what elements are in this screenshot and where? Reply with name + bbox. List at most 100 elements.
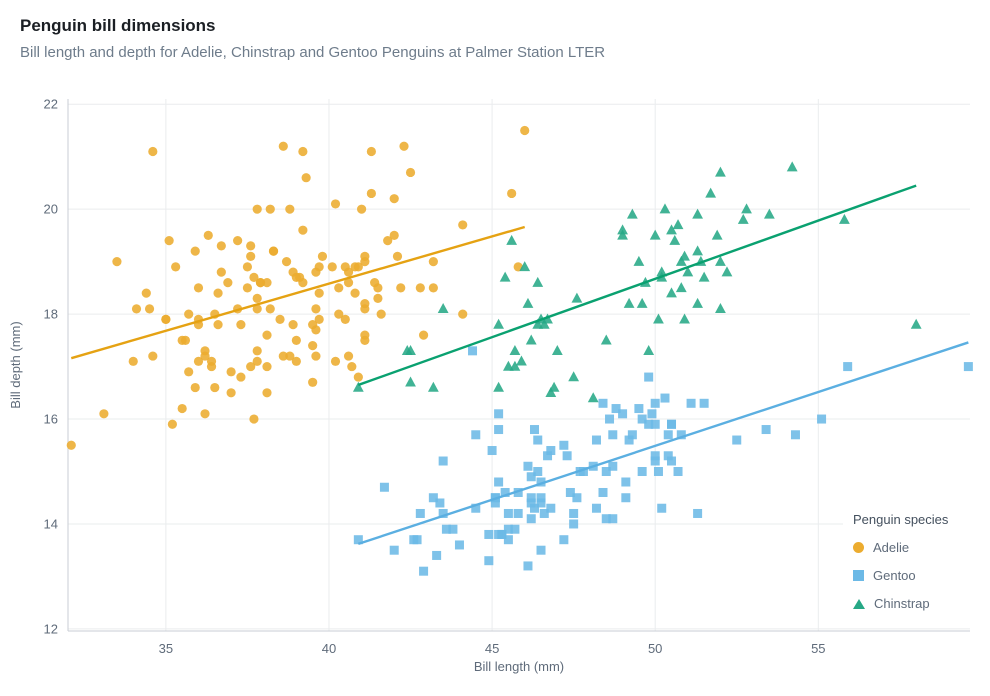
trendline-adelie[interactable]	[70, 225, 526, 360]
data-point-chinstrap[interactable]	[532, 276, 544, 287]
data-point-gentoo[interactable]	[503, 535, 513, 545]
data-point-gentoo[interactable]	[667, 419, 677, 429]
data-point-adelie[interactable]	[366, 188, 376, 199]
data-point-gentoo[interactable]	[686, 398, 696, 408]
data-point-gentoo[interactable]	[601, 514, 611, 524]
data-point-chinstrap[interactable]	[532, 318, 544, 329]
data-point-chinstrap[interactable]	[763, 208, 775, 219]
data-point-adelie[interactable]	[343, 267, 354, 277]
trendline-chinstrap[interactable]	[357, 184, 917, 387]
data-point-adelie[interactable]	[180, 335, 191, 345]
data-point-adelie[interactable]	[265, 204, 275, 214]
data-point-adelie[interactable]	[278, 141, 288, 151]
data-point-gentoo[interactable]	[526, 493, 536, 503]
data-point-chinstrap[interactable]	[721, 266, 733, 277]
data-point-adelie[interactable]	[236, 372, 246, 382]
data-point-adelie[interactable]	[353, 372, 363, 382]
data-point-adelie[interactable]	[246, 251, 256, 261]
trendline-gentoo[interactable]	[357, 341, 969, 546]
data-point-gentoo[interactable]	[650, 451, 660, 461]
data-point-adelie[interactable]	[350, 288, 360, 298]
data-point-adelie[interactable]	[376, 309, 386, 319]
data-point-gentoo[interactable]	[653, 467, 663, 477]
data-point-gentoo[interactable]	[660, 393, 670, 403]
data-point-adelie[interactable]	[308, 340, 318, 351]
data-point-chinstrap[interactable]	[551, 345, 563, 356]
data-point-adelie[interactable]	[360, 251, 370, 261]
data-point-gentoo[interactable]	[657, 503, 667, 513]
data-point-chinstrap[interactable]	[711, 229, 723, 240]
data-point-adelie[interactable]	[242, 262, 253, 272]
data-point-adelie[interactable]	[262, 278, 272, 288]
data-point-chinstrap[interactable]	[405, 376, 416, 387]
data-point-adelie[interactable]	[298, 146, 308, 157]
data-point-chinstrap[interactable]	[617, 229, 628, 240]
data-point-gentoo[interactable]	[732, 435, 742, 445]
data-point-gentoo[interactable]	[438, 508, 448, 518]
data-point-gentoo[interactable]	[611, 404, 621, 414]
data-point-gentoo[interactable]	[790, 430, 800, 440]
data-point-gentoo[interactable]	[415, 508, 425, 518]
data-point-gentoo[interactable]	[529, 425, 539, 435]
data-point-chinstrap[interactable]	[715, 303, 726, 314]
data-point-chinstrap[interactable]	[617, 224, 628, 235]
data-point-adelie[interactable]	[458, 309, 468, 319]
data-point-adelie[interactable]	[66, 440, 76, 450]
data-point-chinstrap[interactable]	[679, 313, 690, 324]
data-point-gentoo[interactable]	[389, 545, 399, 555]
data-point-chinstrap[interactable]	[623, 297, 635, 308]
data-point-gentoo[interactable]	[513, 487, 523, 497]
data-point-gentoo[interactable]	[621, 493, 631, 503]
data-point-adelie[interactable]	[314, 314, 324, 324]
legend-item-chinstrap[interactable]: Chinstrap	[853, 596, 990, 611]
data-point-chinstrap[interactable]	[522, 297, 534, 308]
data-point-adelie[interactable]	[399, 141, 409, 151]
data-point-gentoo[interactable]	[693, 508, 703, 518]
data-point-adelie[interactable]	[428, 257, 438, 267]
data-point-gentoo[interactable]	[650, 398, 660, 408]
data-point-gentoo[interactable]	[539, 508, 549, 518]
data-point-adelie[interactable]	[360, 335, 370, 345]
data-point-adelie[interactable]	[458, 220, 468, 230]
data-point-adelie[interactable]	[252, 304, 262, 314]
data-point-gentoo[interactable]	[500, 487, 510, 497]
data-point-chinstrap[interactable]	[910, 318, 922, 329]
data-point-adelie[interactable]	[203, 230, 213, 241]
data-point-gentoo[interactable]	[484, 556, 494, 566]
data-point-adelie[interactable]	[190, 246, 200, 256]
data-point-chinstrap[interactable]	[741, 203, 752, 214]
data-point-adelie[interactable]	[314, 262, 324, 272]
data-point-gentoo[interactable]	[663, 430, 673, 440]
data-point-gentoo[interactable]	[598, 487, 608, 497]
data-point-adelie[interactable]	[347, 361, 357, 372]
data-point-adelie[interactable]	[278, 351, 288, 361]
data-point-adelie[interactable]	[246, 361, 256, 372]
data-point-adelie[interactable]	[428, 283, 438, 293]
data-point-gentoo[interactable]	[526, 514, 536, 524]
data-point-adelie[interactable]	[311, 351, 321, 361]
data-point-adelie[interactable]	[252, 356, 262, 366]
data-point-chinstrap[interactable]	[509, 345, 521, 356]
data-point-gentoo[interactable]	[490, 498, 500, 508]
data-point-chinstrap[interactable]	[405, 345, 416, 356]
data-point-gentoo[interactable]	[471, 430, 481, 440]
data-point-gentoo[interactable]	[379, 482, 389, 492]
data-point-adelie[interactable]	[236, 320, 246, 330]
data-point-adelie[interactable]	[301, 173, 311, 183]
data-point-gentoo[interactable]	[432, 550, 442, 560]
data-point-adelie[interactable]	[164, 236, 174, 246]
data-point-chinstrap[interactable]	[568, 371, 580, 382]
data-point-chinstrap[interactable]	[525, 334, 537, 345]
data-point-chinstrap[interactable]	[516, 355, 527, 366]
data-point-gentoo[interactable]	[761, 425, 771, 435]
data-point-adelie[interactable]	[330, 199, 341, 209]
data-point-gentoo[interactable]	[494, 529, 504, 539]
data-point-adelie[interactable]	[193, 283, 204, 293]
data-point-adelie[interactable]	[216, 241, 226, 251]
data-point-adelie[interactable]	[314, 288, 324, 298]
data-point-gentoo[interactable]	[353, 535, 363, 545]
data-point-chinstrap[interactable]	[600, 334, 612, 345]
data-point-adelie[interactable]	[343, 351, 354, 361]
data-point-gentoo[interactable]	[546, 503, 556, 513]
data-point-gentoo[interactable]	[591, 503, 601, 513]
